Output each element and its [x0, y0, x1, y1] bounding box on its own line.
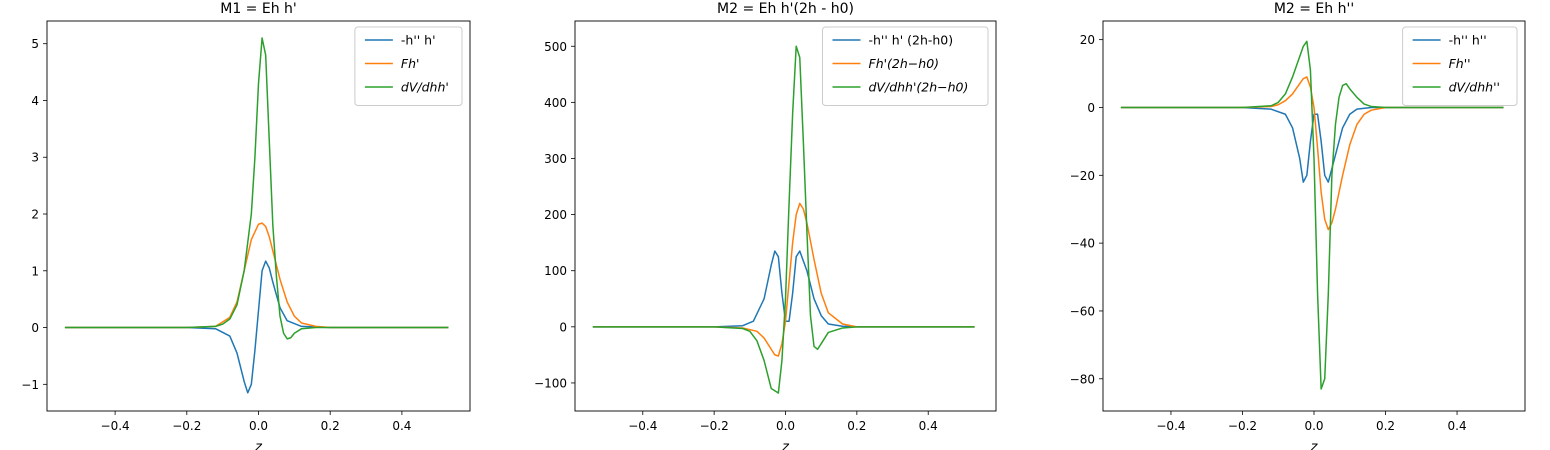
x-tick-label: 0.4 — [919, 419, 938, 433]
x-tick-label: −0.4 — [101, 419, 130, 433]
legend-label: -h'' h'' — [1449, 33, 1487, 48]
y-tick-label: −1 — [21, 378, 39, 392]
legend-label: Fh' — [401, 56, 420, 71]
y-tick-label: 1 — [31, 264, 39, 278]
x-tick-label: −0.2 — [700, 419, 729, 433]
x-axis-label: z — [254, 440, 263, 450]
y-tick-label: 20 — [1080, 33, 1095, 47]
x-tick-label: 0.0 — [1304, 419, 1323, 433]
y-tick-label: 0 — [31, 321, 39, 335]
y-tick-label: 0 — [559, 320, 567, 334]
y-tick-label: 5 — [31, 37, 39, 51]
series-line-1 — [64, 260, 449, 394]
y-tick-label: 3 — [31, 151, 39, 165]
legend-box — [822, 26, 989, 106]
x-axis-label: z — [1310, 440, 1319, 450]
y-tick-label: 300 — [544, 152, 567, 166]
y-tick-label: −20 — [1070, 169, 1095, 183]
y-tick-label: 100 — [544, 264, 567, 278]
x-tick-label: 0.2 — [847, 419, 866, 433]
y-tick-label: −100 — [534, 376, 567, 390]
x-tick-label: 0.4 — [1448, 419, 1467, 433]
chart-2: −0.4 −0.2 0.0 0.2 0.4 −100 0 100 200 300 400 500 M2 … — [534, 1, 997, 450]
legend-label: dV/dhh'' — [1449, 80, 1500, 95]
y-tick-label: 400 — [544, 96, 567, 110]
y-tick-label: −80 — [1070, 372, 1095, 386]
y-tick-label: 0 — [1087, 101, 1095, 115]
x-tick-label: −0.4 — [628, 419, 657, 433]
x-tick-label: −0.2 — [1228, 419, 1257, 433]
series-line-2 — [64, 222, 449, 329]
chart-title: M2 = Eh h'(2h - h0) — [717, 1, 854, 17]
legend: -h'' h' Fh' dV/dhh' — [354, 26, 463, 106]
legend-label: dV/dhh'(2h−h0) — [869, 80, 969, 95]
legend: -h'' h'' Fh'' dV/dhh'' — [1402, 26, 1518, 106]
series-line-3 — [1120, 40, 1504, 390]
legend-label: Fh'' — [1449, 56, 1471, 71]
series-line-2 — [1120, 76, 1504, 231]
legend-label: -h'' h' (2h-h0) — [869, 33, 954, 48]
x-tick-label: 0.4 — [392, 419, 411, 433]
series-line-1 — [592, 250, 975, 328]
series-line-1 — [1120, 106, 1504, 183]
y-tick-label: −60 — [1070, 304, 1095, 318]
y-tick-label: −40 — [1070, 237, 1095, 251]
x-axis-label: z — [781, 440, 790, 450]
x-tick-label: −0.4 — [1156, 419, 1185, 433]
y-tick-label: 500 — [544, 40, 567, 54]
x-tick-label: −0.2 — [172, 419, 201, 433]
x-tick-label: 0.0 — [776, 419, 795, 433]
x-tick-label: 0.0 — [249, 419, 268, 433]
series-line-3 — [64, 37, 449, 340]
legend-label: -h'' h' — [401, 33, 436, 48]
legend-label: Fh'(2h−h0) — [869, 56, 940, 71]
legend: -h'' h' (2h-h0) Fh'(2h−h0) dV/dhh'(2h−h0) — [822, 26, 989, 106]
x-tick-label: 0.2 — [321, 419, 340, 433]
chart-title: M2 = Eh h'' — [1274, 1, 1354, 17]
legend-box — [1402, 26, 1518, 106]
y-tick-label: 200 — [544, 208, 567, 222]
series-line-3 — [592, 45, 975, 394]
chart-3: −0.4 −0.2 0.0 0.2 0.4 −80 −60 −40 −20 0 20 M2 = Eh … — [1070, 1, 1526, 450]
chart-title: M1 = Eh h' — [220, 1, 297, 17]
legend-box — [354, 26, 463, 106]
chart-1: −0.4 −0.2 0.0 0.2 0.4 −1 0 1 2 3 4 5 M1 = Eh h' z -h''… — [21, 1, 471, 450]
legend-label: dV/dhh' — [401, 80, 449, 95]
y-tick-label: 2 — [31, 208, 39, 222]
series-line-2 — [592, 202, 975, 357]
y-tick-label: 4 — [31, 94, 39, 108]
x-tick-label: 0.2 — [1376, 419, 1395, 433]
